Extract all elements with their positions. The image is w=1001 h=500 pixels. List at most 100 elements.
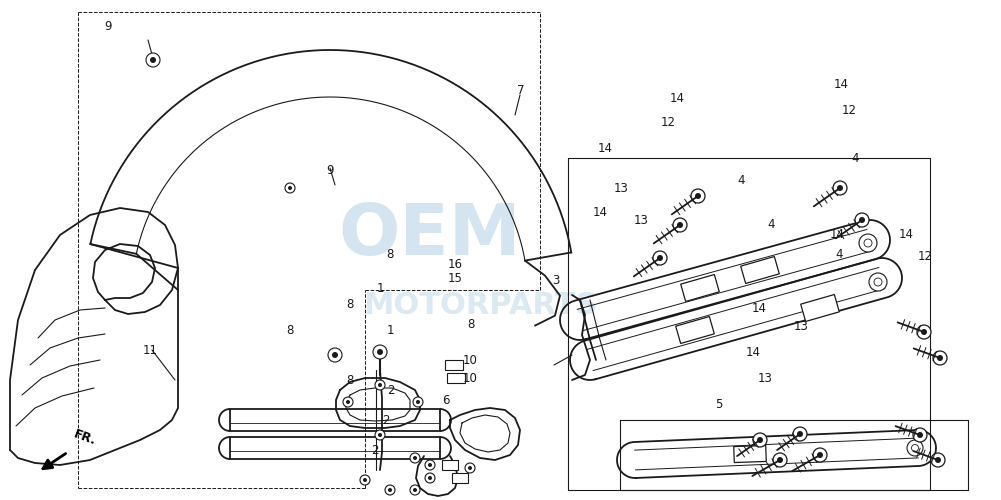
Circle shape (657, 255, 663, 261)
Circle shape (777, 457, 783, 463)
Circle shape (328, 348, 342, 362)
Circle shape (917, 325, 931, 339)
Circle shape (428, 476, 432, 480)
Circle shape (907, 440, 923, 456)
Text: 13: 13 (614, 182, 628, 194)
Circle shape (833, 181, 847, 195)
Text: 10: 10 (463, 354, 477, 366)
Text: FR.: FR. (72, 428, 98, 448)
Bar (442, 460, 458, 470)
Circle shape (378, 433, 382, 437)
Circle shape (864, 239, 872, 247)
Text: 14: 14 (599, 142, 613, 154)
Circle shape (912, 444, 919, 452)
Circle shape (653, 251, 667, 265)
Circle shape (410, 485, 420, 495)
Text: 14: 14 (899, 228, 913, 240)
Circle shape (677, 222, 683, 228)
Text: 8: 8 (286, 324, 294, 336)
Bar (447, 373, 465, 383)
Text: 1: 1 (386, 324, 394, 336)
Circle shape (375, 380, 385, 390)
Text: 8: 8 (346, 374, 354, 386)
Circle shape (757, 437, 763, 443)
Text: 14: 14 (746, 346, 760, 358)
Text: 13: 13 (634, 214, 648, 226)
Circle shape (937, 355, 943, 361)
Circle shape (874, 278, 882, 286)
Circle shape (375, 430, 385, 440)
Circle shape (410, 453, 420, 463)
Bar (445, 360, 463, 370)
Text: 2: 2 (386, 384, 394, 396)
Circle shape (343, 397, 353, 407)
Text: 11: 11 (143, 344, 157, 356)
Circle shape (837, 185, 843, 191)
Circle shape (913, 428, 927, 442)
Circle shape (813, 448, 827, 462)
Circle shape (373, 345, 387, 359)
Circle shape (773, 453, 787, 467)
Circle shape (385, 485, 395, 495)
Text: 12: 12 (842, 104, 856, 117)
Circle shape (695, 193, 701, 199)
Text: 15: 15 (448, 272, 462, 285)
Text: 4: 4 (851, 152, 859, 166)
Circle shape (793, 427, 807, 441)
Circle shape (931, 453, 945, 467)
Text: 8: 8 (386, 248, 394, 260)
Circle shape (797, 431, 803, 437)
Circle shape (855, 213, 869, 227)
Circle shape (285, 183, 295, 193)
Polygon shape (734, 446, 767, 462)
Circle shape (346, 400, 350, 404)
Circle shape (428, 463, 432, 467)
Polygon shape (681, 274, 720, 301)
Circle shape (388, 488, 392, 492)
Text: 4: 4 (767, 218, 775, 230)
Circle shape (917, 432, 923, 438)
Text: 1: 1 (376, 282, 384, 296)
Text: 6: 6 (441, 394, 449, 406)
Text: 4: 4 (737, 174, 745, 186)
Text: 13: 13 (758, 372, 772, 384)
Text: 12: 12 (662, 116, 676, 128)
Polygon shape (741, 256, 780, 283)
Text: 14: 14 (670, 92, 684, 104)
Circle shape (146, 53, 160, 67)
Circle shape (859, 234, 877, 252)
Text: 16: 16 (448, 258, 462, 272)
Text: 14: 14 (752, 302, 766, 314)
Polygon shape (676, 316, 715, 344)
Circle shape (363, 478, 367, 482)
Text: 5: 5 (715, 398, 723, 410)
Circle shape (150, 57, 156, 63)
Circle shape (921, 329, 927, 335)
Circle shape (360, 475, 370, 485)
Circle shape (378, 383, 382, 387)
Circle shape (288, 186, 292, 190)
Text: 4: 4 (835, 248, 843, 260)
Text: OEM: OEM (338, 200, 522, 270)
Polygon shape (801, 294, 839, 322)
Text: MOTORPARTS: MOTORPARTS (362, 290, 598, 320)
Circle shape (332, 352, 338, 358)
Text: 12: 12 (918, 250, 932, 262)
Circle shape (691, 189, 705, 203)
Circle shape (753, 433, 767, 447)
Circle shape (673, 218, 687, 232)
Circle shape (869, 273, 887, 291)
Circle shape (859, 217, 865, 223)
Circle shape (425, 460, 435, 470)
Circle shape (468, 466, 472, 470)
Circle shape (935, 457, 941, 463)
Circle shape (413, 488, 417, 492)
Text: 13: 13 (794, 320, 808, 332)
Circle shape (465, 463, 475, 473)
Text: 3: 3 (552, 274, 560, 286)
Circle shape (817, 452, 823, 458)
Text: 14: 14 (594, 206, 608, 218)
Text: 2: 2 (381, 414, 389, 426)
Text: 14: 14 (834, 78, 848, 90)
Text: 2: 2 (371, 444, 379, 456)
